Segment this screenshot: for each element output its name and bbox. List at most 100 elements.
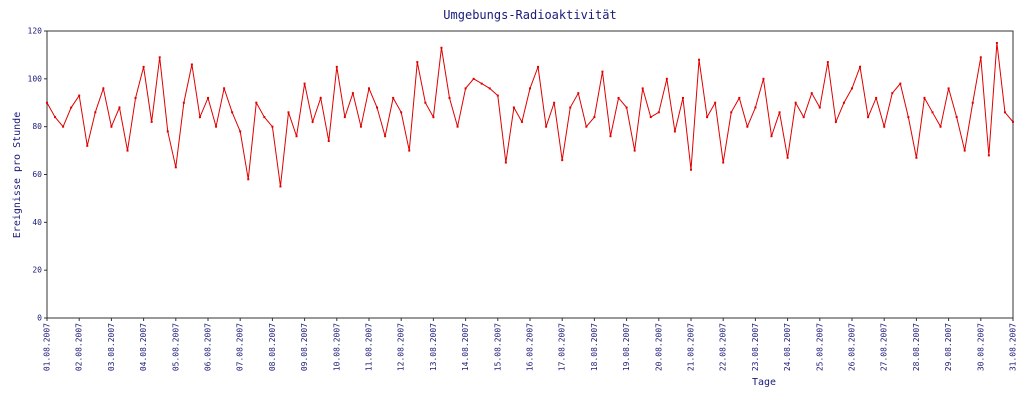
data-point bbox=[545, 125, 548, 128]
data-point bbox=[553, 101, 556, 104]
data-point bbox=[561, 159, 564, 162]
data-point bbox=[182, 101, 185, 104]
data-point bbox=[319, 96, 322, 99]
x-tick-label: 18.08.2007 bbox=[590, 323, 599, 371]
data-point bbox=[327, 140, 330, 143]
data-point bbox=[376, 106, 379, 109]
data-point bbox=[456, 125, 459, 128]
data-point bbox=[335, 65, 338, 68]
data-point bbox=[826, 61, 829, 64]
data-point bbox=[722, 161, 725, 164]
data-point bbox=[690, 168, 692, 171]
x-tick-label: 26.08.2007 bbox=[848, 323, 857, 371]
data-point bbox=[86, 144, 89, 147]
data-point bbox=[987, 154, 990, 157]
data-point bbox=[231, 111, 234, 114]
x-tick-label: 25.08.2007 bbox=[815, 323, 824, 371]
data-point bbox=[971, 101, 974, 104]
data-point bbox=[70, 106, 73, 109]
x-tick-label: 07.08.2007 bbox=[236, 323, 245, 371]
data-point bbox=[939, 125, 942, 128]
data-point bbox=[496, 94, 499, 97]
x-tick-label: 13.08.2007 bbox=[429, 323, 438, 371]
data-point bbox=[46, 101, 48, 104]
x-tick-label: 11.08.2007 bbox=[365, 323, 374, 371]
x-tick-label: 14.08.2007 bbox=[461, 323, 470, 371]
data-point bbox=[633, 149, 636, 152]
data-point bbox=[810, 92, 813, 95]
data-point bbox=[931, 111, 934, 114]
data-point bbox=[730, 111, 733, 114]
data-point bbox=[818, 106, 821, 109]
data-point bbox=[400, 111, 403, 114]
data-point bbox=[207, 96, 209, 99]
data-point bbox=[778, 111, 781, 114]
data-point bbox=[601, 70, 604, 73]
data-point bbox=[126, 149, 129, 152]
data-point bbox=[899, 82, 902, 85]
data-point bbox=[271, 125, 274, 128]
x-tick-label: 12.08.2007 bbox=[397, 323, 406, 371]
data-point bbox=[255, 101, 258, 104]
data-point bbox=[166, 130, 169, 133]
data-point bbox=[698, 58, 701, 61]
data-point bbox=[448, 96, 451, 99]
data-point bbox=[593, 116, 596, 119]
x-tick-label: 09.08.2007 bbox=[300, 323, 309, 371]
y-tick-label: 60 bbox=[32, 170, 42, 179]
data-point bbox=[368, 87, 370, 90]
data-point bbox=[424, 101, 427, 104]
y-tick-label: 120 bbox=[28, 27, 43, 36]
data-point bbox=[102, 87, 105, 90]
data-point bbox=[504, 161, 507, 164]
y-axis-label: Ereignisse pro Stunde bbox=[12, 112, 23, 238]
x-tick-label: 20.08.2007 bbox=[654, 323, 663, 371]
data-point bbox=[834, 120, 837, 123]
x-tick-label: 24.08.2007 bbox=[783, 323, 792, 371]
data-point bbox=[641, 87, 644, 90]
data-point bbox=[480, 82, 483, 85]
data-point bbox=[681, 96, 684, 99]
x-tick-label: 30.08.2007 bbox=[976, 323, 985, 371]
data-point bbox=[110, 125, 113, 128]
data-point bbox=[794, 101, 797, 104]
x-tick-label: 05.08.2007 bbox=[171, 323, 180, 371]
x-axis-label: Tage bbox=[752, 377, 776, 388]
data-point bbox=[842, 101, 845, 104]
data-point bbox=[859, 65, 862, 68]
data-point bbox=[150, 120, 153, 123]
data-point bbox=[263, 116, 266, 119]
x-tick-label: 04.08.2007 bbox=[139, 323, 148, 371]
x-tick-label: 28.08.2007 bbox=[912, 323, 921, 371]
data-point bbox=[223, 87, 226, 90]
data-point bbox=[440, 46, 443, 49]
data-point bbox=[537, 65, 540, 68]
data-point bbox=[714, 101, 717, 104]
data-point bbox=[649, 116, 652, 119]
data-point bbox=[464, 87, 467, 90]
data-point bbox=[786, 156, 789, 159]
data-point bbox=[915, 156, 918, 159]
data-point bbox=[303, 82, 306, 85]
x-tick-label: 15.08.2007 bbox=[493, 323, 502, 371]
data-point bbox=[657, 111, 660, 114]
data-point bbox=[215, 125, 218, 128]
data-point bbox=[577, 92, 580, 95]
data-point bbox=[392, 96, 395, 99]
data-point bbox=[851, 87, 853, 90]
y-tick-label: 0 bbox=[37, 314, 42, 323]
data-point bbox=[416, 61, 419, 64]
data-point bbox=[754, 106, 757, 109]
data-point bbox=[891, 92, 894, 95]
data-point bbox=[78, 94, 81, 97]
data-point bbox=[995, 41, 998, 44]
x-tick-label: 17.08.2007 bbox=[558, 323, 567, 371]
data-point bbox=[512, 106, 515, 109]
data-point bbox=[174, 166, 177, 169]
data-point bbox=[54, 116, 57, 119]
y-tick-label: 100 bbox=[28, 74, 43, 83]
data-point bbox=[867, 116, 870, 119]
data-point bbox=[617, 96, 620, 99]
data-point bbox=[1003, 111, 1006, 114]
plot-frame bbox=[46, 30, 1014, 319]
